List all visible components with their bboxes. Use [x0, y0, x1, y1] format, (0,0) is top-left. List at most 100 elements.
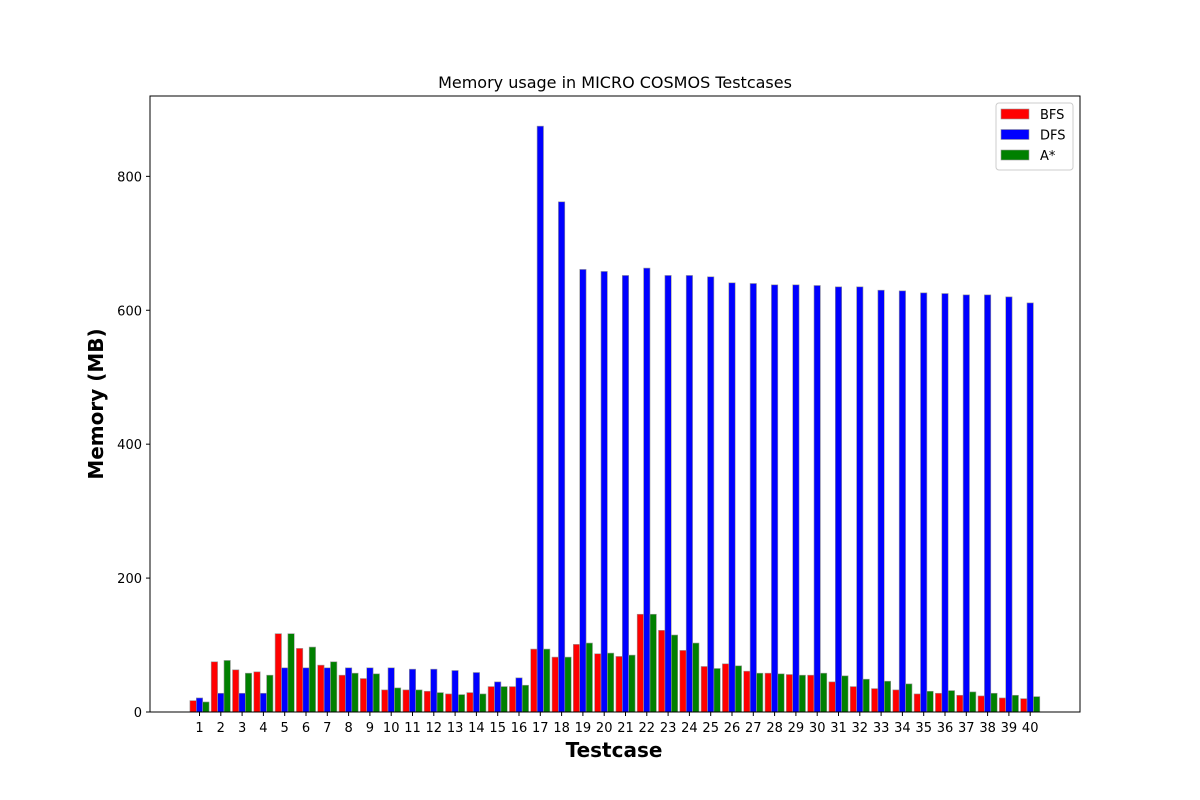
x-tick-label: 26: [724, 721, 741, 736]
legend-swatch-bfs: [1000, 108, 1030, 120]
bar-a-5: [287, 633, 295, 713]
bar-dfs-27: [749, 283, 757, 713]
bar-a-30: [820, 672, 828, 713]
bar-dfs-21: [621, 275, 629, 713]
bar-a-35: [926, 690, 934, 713]
bar-bfs-30: [807, 674, 815, 713]
bar-bfs-14: [466, 692, 474, 713]
plot-frame: [149, 95, 1081, 713]
legend-label: BFS: [1040, 108, 1064, 123]
bar-dfs-5: [281, 667, 289, 713]
bar-dfs-32: [856, 286, 864, 713]
bar-dfs-25: [707, 276, 715, 713]
bar-dfs-2: [217, 692, 225, 713]
bar-dfs-14: [472, 672, 480, 713]
bar-dfs-17: [536, 125, 544, 713]
bar-bfs-4: [253, 671, 261, 713]
bar-a-31: [841, 675, 849, 713]
bar-a-12: [436, 692, 444, 713]
chart-title: Memory usage in MICRO COSMOS Testcases: [438, 73, 792, 92]
bar-bfs-13: [445, 693, 453, 713]
x-tick-label: 27: [745, 721, 762, 736]
bar-a-11: [415, 689, 423, 713]
x-tick-label: 25: [702, 721, 719, 736]
x-tick-label: 6: [302, 721, 310, 736]
bar-bfs-21: [615, 656, 623, 713]
x-tick-label: 35: [915, 721, 932, 736]
bar-bfs-40: [1020, 698, 1028, 713]
x-tick-label: 8: [344, 721, 352, 736]
bar-bfs-1: [189, 700, 197, 713]
bar-dfs-13: [451, 670, 459, 713]
bar-dfs-20: [600, 271, 608, 713]
bar-bfs-19: [572, 644, 580, 713]
bar-bfs-8: [338, 674, 346, 713]
x-tick-label: 37: [958, 721, 975, 736]
bar-a-23: [670, 634, 678, 713]
bar-dfs-18: [558, 201, 566, 713]
bar-a-4: [266, 674, 274, 713]
bar-bfs-26: [722, 663, 730, 713]
bar-bfs-23: [658, 630, 666, 713]
x-tick-label: 13: [447, 721, 464, 736]
x-tick-label: 38: [979, 721, 996, 736]
bar-a-26: [734, 665, 742, 713]
bar-a-13: [457, 694, 465, 713]
bar-bfs-28: [764, 672, 772, 713]
y-tick-label: 200: [117, 572, 142, 587]
x-tick-label: 16: [511, 721, 528, 736]
x-tick-label: 30: [809, 721, 826, 736]
x-tick-label: 7: [323, 721, 331, 736]
bars-layer: [189, 125, 1041, 713]
bar-bfs-35: [913, 693, 921, 713]
x-tick-label: 23: [660, 721, 677, 736]
bar-a-27: [756, 672, 764, 713]
x-tick-label: 3: [238, 721, 246, 736]
x-tick-label: 14: [468, 721, 485, 736]
bar-a-6: [308, 646, 316, 713]
bar-a-9: [372, 673, 380, 713]
x-tick-label: 12: [426, 721, 443, 736]
bar-bfs-16: [509, 686, 517, 713]
x-tick-label: 11: [404, 721, 421, 736]
bar-dfs-16: [515, 677, 523, 713]
bar-a-16: [521, 684, 529, 713]
x-tick-label: 21: [617, 721, 634, 736]
x-tick-label: 22: [639, 721, 656, 736]
bar-a-40: [1033, 696, 1041, 713]
legend-swatch-dfs: [1000, 129, 1030, 140]
bar-dfs-22: [643, 267, 651, 713]
bar-bfs-38: [977, 695, 985, 713]
bar-bfs-5: [274, 633, 282, 713]
x-tick-label: 2: [217, 721, 225, 736]
bar-bfs-31: [828, 681, 836, 713]
x-tick-label: 36: [937, 721, 954, 736]
bar-dfs-31: [834, 286, 842, 713]
bar-dfs-29: [792, 284, 800, 713]
bar-a-38: [990, 692, 998, 713]
y-tick-label: 400: [117, 438, 142, 453]
bar-dfs-40: [1026, 302, 1034, 713]
bar-bfs-9: [359, 678, 367, 713]
y-tick-label: 800: [117, 170, 142, 185]
bar-a-39: [1011, 694, 1019, 713]
bar-dfs-24: [685, 275, 693, 713]
bar-a-25: [713, 668, 721, 713]
bar-dfs-11: [408, 668, 416, 713]
bar-a-19: [585, 642, 593, 713]
bar-bfs-3: [232, 669, 240, 713]
bar-dfs-23: [664, 275, 672, 713]
bar-dfs-30: [813, 285, 821, 713]
bar-bfs-18: [551, 656, 559, 713]
bar-a-1: [202, 701, 210, 713]
bar-bfs-10: [381, 689, 389, 713]
bar-bfs-15: [487, 686, 495, 713]
bar-dfs-8: [345, 667, 353, 713]
x-tick-label: 31: [830, 721, 847, 736]
legend-label: A*: [1040, 149, 1056, 164]
bar-bfs-36: [935, 692, 943, 713]
bar-a-2: [223, 660, 231, 713]
bar-bfs-11: [402, 689, 410, 713]
bar-a-28: [777, 673, 785, 713]
